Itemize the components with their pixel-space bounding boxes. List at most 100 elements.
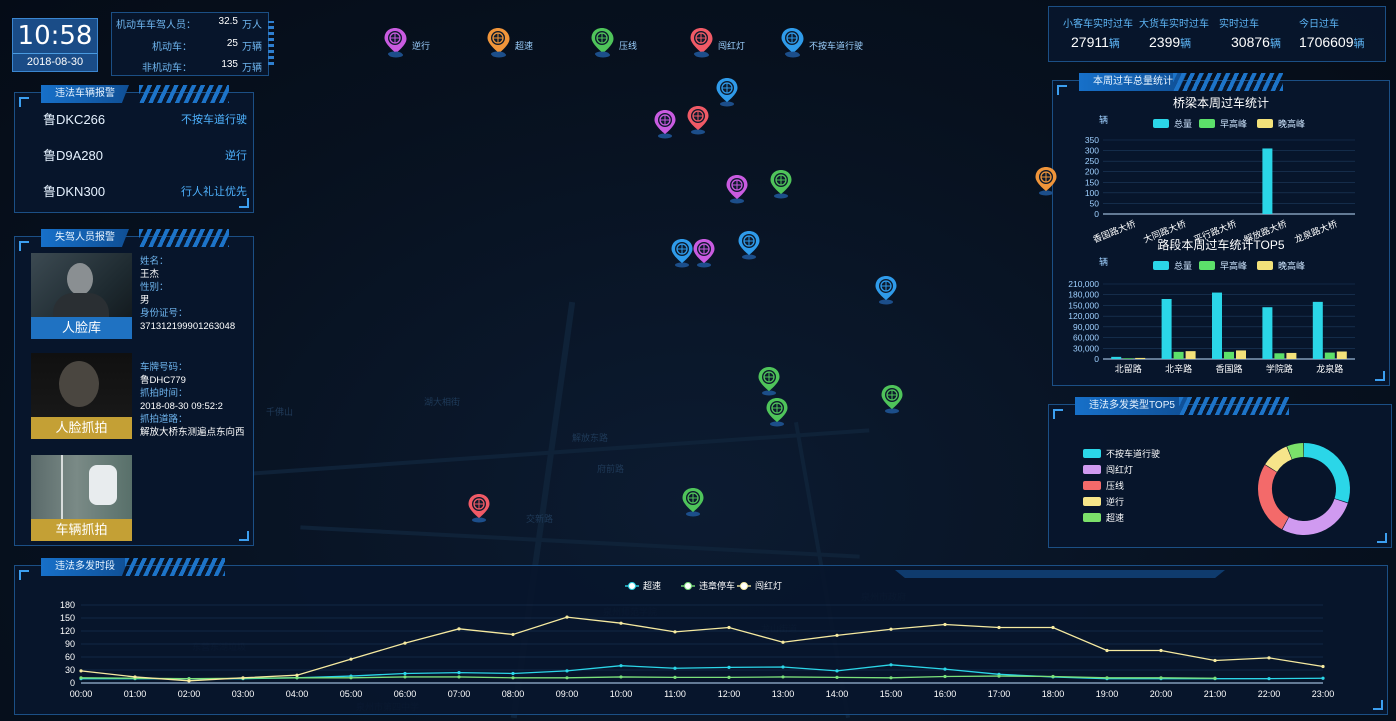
legend-label[interactable]: 压线 [619,41,638,51]
plate-number: 鲁D9A280 [43,148,103,163]
data-point [403,641,407,645]
tick-label: 13:00 [772,689,795,699]
panel-decoration [139,229,229,247]
data-point [1267,677,1271,681]
violation-row[interactable]: 鲁DKN300 行人礼让优先 [43,181,247,201]
panel-title: 违法多发时段 [41,558,129,576]
data-point [511,676,515,680]
tick-label: 250 [1085,156,1099,166]
tick-label: 90 [65,639,75,649]
map-marker-icon[interactable] [737,230,761,260]
pie-slice [1282,498,1348,535]
tick-label: 北留路 [1115,363,1142,374]
map-marker-icon[interactable] [874,275,898,305]
legend-label[interactable]: 逆行 [412,41,431,51]
map-marker-icon[interactable] [880,384,904,414]
data-point [727,665,731,669]
data-point [241,676,245,680]
pie-slice [1265,446,1293,473]
legend-marker [740,582,748,590]
stat-value: 30876辆 [1231,34,1281,50]
legend-label[interactable]: 闯红灯 [718,41,746,51]
data-point [295,673,299,677]
data-point [727,675,731,679]
tick-label: 02:00 [178,689,201,699]
map-marker-icon[interactable] [486,27,510,57]
legend-swatch [1257,119,1273,128]
map-marker-icon[interactable] [692,238,716,268]
map-marker-icon[interactable] [765,397,789,427]
data-point [565,615,569,619]
face-library-photo[interactable]: 人脸库 [31,253,132,339]
photo-caption: 人脸抓拍 [31,417,132,439]
data-point [619,621,623,625]
data-point [457,675,461,679]
map-marker-icon[interactable] [590,27,614,57]
tick-label: 00:00 [70,689,93,699]
data-point [835,675,839,679]
plate-number: 鲁DKN300 [43,184,106,199]
map-marker-icon[interactable] [725,174,749,204]
bar [1312,301,1323,359]
series-line [80,675,1216,680]
tick-label: 北辛路 [1165,363,1192,374]
bar [1173,351,1184,359]
map-marker-icon[interactable] [670,238,694,268]
map-marker-icon[interactable] [757,366,781,396]
data-point [943,667,947,671]
violation-top5-panel: 违法多发类型TOP5 不按车道行驶 闯红灯 压线 逆行 超速 [1048,397,1392,548]
violation-type: 不按车道行驶 [181,114,247,126]
violation-time-line-chart: 超速 违章停车 闯红灯 0 30 60 90 120 150 180 00:00 01:00 02:00… [60,580,1334,699]
map-marker-icon[interactable] [467,493,491,523]
map-marker-icon[interactable] [653,109,677,139]
tick-label: 90,000 [1073,322,1099,332]
data-point [673,630,677,634]
tick-label: 18:00 [1042,689,1065,699]
legend-swatch [1083,449,1101,458]
map-marker-icon[interactable] [686,105,710,135]
tick-label: 150 [1085,177,1099,187]
data-point [511,671,515,676]
bar [1324,352,1335,359]
tick-label: 0 [1094,354,1099,364]
violation-row[interactable]: 鲁DKC266 不按车道行驶 [43,109,247,129]
face-capture-photo[interactable]: 人脸抓拍 [31,353,132,439]
map-marker-icon[interactable] [769,169,793,199]
tick-label: 100 [1085,188,1099,198]
pie-slice [1258,464,1289,530]
legend-label[interactable]: 不按车道行驶 [809,41,864,51]
map-marker-icon[interactable] [383,27,407,57]
person-gender: 男 [140,295,150,306]
data-point [1105,648,1109,653]
bar [1224,351,1234,359]
violation-vehicle-panel: 违法车辆报警 鲁DKC266 不按车道行驶 鲁D9A280 逆行 鲁DKN300… [14,85,254,213]
map-marker-icon[interactable] [715,77,739,107]
violation-row[interactable]: 鲁D9A280 逆行 [43,145,247,165]
bar [1286,352,1297,359]
tick-label: 30 [65,665,75,675]
data-point [133,675,137,679]
map-marker-icon[interactable] [780,27,804,57]
stat-label: 小客车实时过车 [1063,19,1133,30]
legend-label[interactable]: 超速 [515,41,534,51]
data-point [619,664,623,668]
tick-label: 14:00 [826,689,849,699]
legend-swatch [1153,119,1169,128]
bar [1185,351,1196,359]
panel-decoration [1173,73,1283,91]
map-marker-icon[interactable] [681,487,705,517]
vehicle-capture-photo[interactable]: 车辆抓拍 [31,455,132,541]
face-icon [59,361,99,407]
map-marker-icon[interactable] [1034,166,1058,196]
count-row-motor: 机动车： 25 万辆 [152,38,262,53]
tick-label: 210,000 [1068,279,1099,289]
map-marker-icon[interactable] [689,27,713,57]
data-point [79,676,83,680]
count-row-nonmotor: 非机动车： 135 万辆 [142,59,262,74]
tick-label: 50 [1090,198,1100,208]
bar [1212,292,1222,359]
tick-label: 学院路 [1266,363,1293,374]
map-road [250,428,870,476]
capture-time: 2018-08-30 09:52:2 [140,401,223,412]
data-point [781,675,785,679]
